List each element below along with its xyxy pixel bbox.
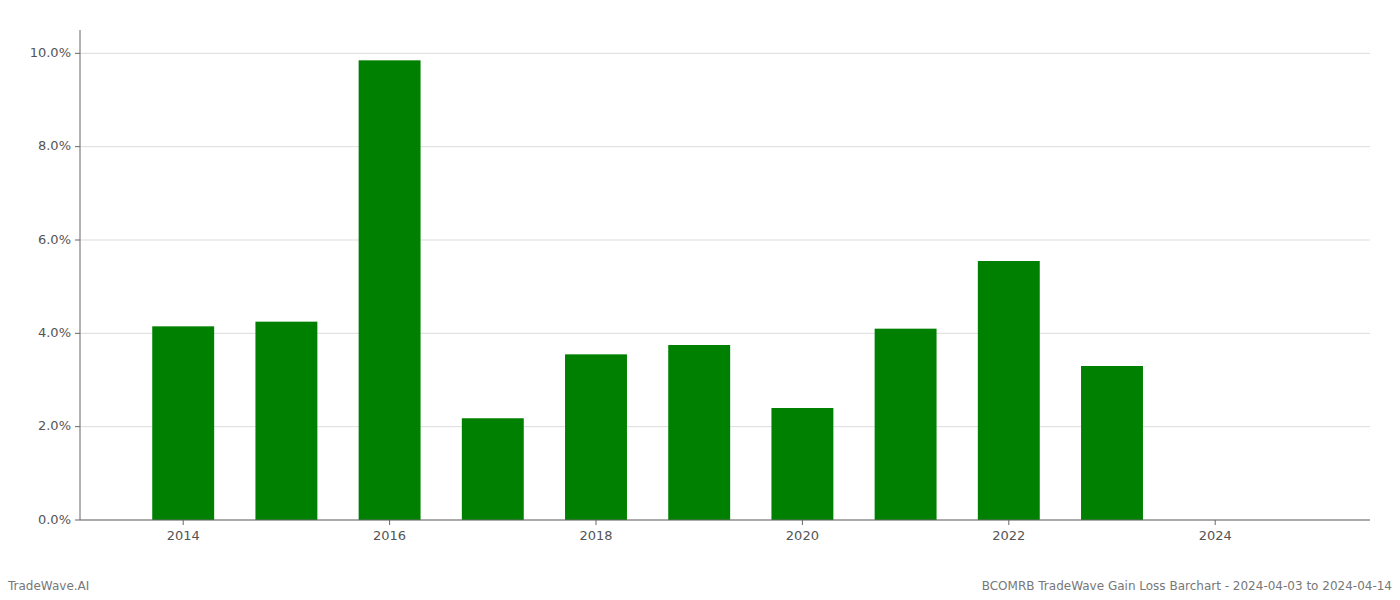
- bar: [255, 322, 317, 520]
- grid-line: [80, 146, 1370, 147]
- bar: [359, 60, 421, 520]
- x-tick: [1008, 520, 1009, 525]
- x-tick-label: 2022: [992, 528, 1025, 543]
- chart: 0.0% 2.0% 4.0% 6.0% 8.0% 10.0% 2014 2016 2018 202…: [0, 0, 1400, 600]
- y-axis-line: [80, 30, 81, 520]
- y-tick-label: 8.0%: [38, 138, 71, 153]
- bar: [462, 418, 524, 520]
- footer-text: TradeWave.AI: [7, 579, 89, 593]
- bar: [1081, 366, 1143, 520]
- y-tick-label: 6.0%: [38, 232, 71, 247]
- y-tick: [75, 240, 80, 241]
- bar: [152, 326, 214, 520]
- grid-line: [80, 240, 1370, 241]
- y-tick-label: 10.0%: [30, 45, 71, 60]
- x-tick: [1215, 520, 1216, 525]
- y-tick: [75, 333, 80, 334]
- x-tick-label: 2014: [167, 528, 200, 543]
- x-tick: [183, 520, 184, 525]
- x-axis-line: [80, 520, 1370, 521]
- y-tick-label: 2.0%: [38, 418, 71, 433]
- x-tick-label: 2018: [579, 528, 612, 543]
- x-tick: [389, 520, 390, 525]
- y-tick: [75, 146, 80, 147]
- x-tick-label: 2020: [786, 528, 819, 543]
- bar: [875, 329, 937, 520]
- chart-container: 0.0% 2.0% 4.0% 6.0% 8.0% 10.0% 2014 2016 2018 202…: [0, 0, 1400, 600]
- bar: [771, 408, 833, 520]
- bar: [978, 261, 1040, 520]
- y-tick-label: 0.0%: [38, 512, 71, 527]
- x-tick: [596, 520, 597, 525]
- footer: TradeWave.AI BCOMRB TradeWave Gain Loss B…: [7, 579, 1392, 593]
- x-axis: 2014 2016 2018 2020 2022 2024: [80, 520, 1370, 543]
- y-tick-label: 4.0%: [38, 325, 71, 340]
- footer-text: BCOMRB TradeWave Gain Loss Barchart - 20…: [982, 579, 1392, 593]
- bar: [565, 354, 627, 520]
- grid-line: [80, 53, 1370, 54]
- y-tick: [75, 426, 80, 427]
- grid-line: [80, 520, 1370, 521]
- y-tick: [75, 520, 80, 521]
- x-tick-label: 2016: [373, 528, 406, 543]
- bars: [152, 60, 1143, 520]
- y-tick: [75, 53, 80, 54]
- bar: [668, 345, 730, 520]
- x-tick-label: 2024: [1199, 528, 1232, 543]
- y-axis: 0.0% 2.0% 4.0% 6.0% 8.0% 10.0%: [30, 30, 1370, 527]
- x-tick: [802, 520, 803, 525]
